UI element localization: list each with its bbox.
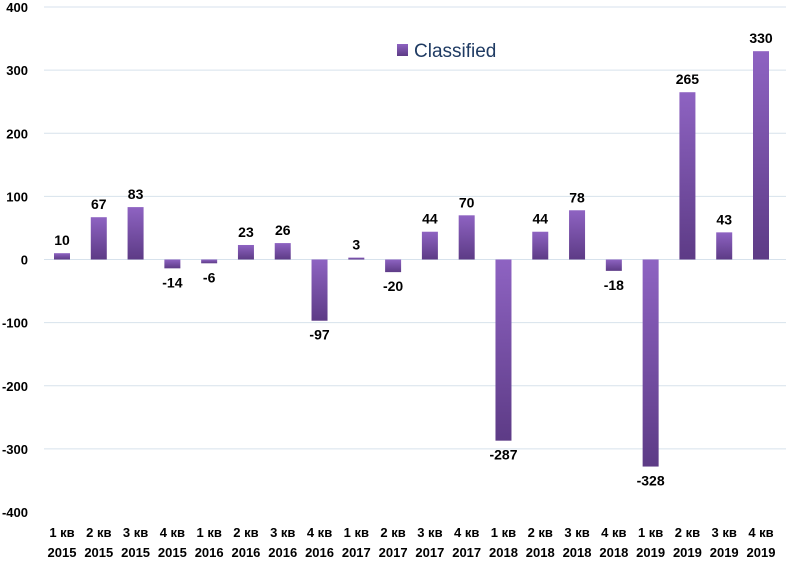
x-tick-label-year: 2019 <box>636 545 665 560</box>
data-label: 330 <box>749 30 773 46</box>
data-label: 265 <box>676 71 700 87</box>
bar <box>201 259 218 264</box>
x-tick-label-year: 2016 <box>231 545 260 560</box>
data-label: 44 <box>422 211 438 227</box>
x-tick-label-year: 2018 <box>526 545 555 560</box>
y-tick-label: -100 <box>2 316 28 331</box>
bar <box>237 244 254 260</box>
legend-label: Classified <box>414 41 496 62</box>
data-label: -97 <box>309 327 329 343</box>
x-tick-label-quarter: 3 кв <box>270 525 295 540</box>
x-tick-label-year: 2018 <box>599 545 628 560</box>
x-tick-label-year: 2016 <box>195 545 224 560</box>
x-tick-label-quarter: 3 кв <box>712 525 737 540</box>
y-tick-label: 200 <box>6 126 28 141</box>
bar <box>532 231 549 260</box>
x-tick-label-year: 2017 <box>415 545 444 560</box>
bar <box>495 259 512 441</box>
data-label: 83 <box>128 186 144 202</box>
bar <box>569 210 586 260</box>
x-tick-label-quarter: 3 кв <box>417 525 442 540</box>
y-tick-label: -300 <box>2 442 28 457</box>
x-tick-label-quarter: 4 кв <box>160 525 185 540</box>
bar <box>605 259 622 271</box>
bar <box>716 232 733 260</box>
x-tick-label-quarter: 1 кв <box>196 525 221 540</box>
bar <box>274 243 291 260</box>
x-tick-label-year: 2017 <box>342 545 371 560</box>
data-label: 78 <box>569 189 585 205</box>
data-label: 10 <box>54 232 70 248</box>
x-tick-label-quarter: 4 кв <box>601 525 626 540</box>
legend-swatch <box>397 44 408 56</box>
x-tick-label-year: 2017 <box>379 545 408 560</box>
data-label: -14 <box>162 274 182 290</box>
data-label: 70 <box>459 194 475 210</box>
bar <box>348 257 365 260</box>
x-tick-label-quarter: 2 кв <box>675 525 700 540</box>
data-label: 3 <box>352 237 360 253</box>
x-tick-label-quarter: 2 кв <box>86 525 111 540</box>
y-tick-label: 0 <box>21 253 28 268</box>
bars <box>54 51 769 467</box>
data-label: 23 <box>238 224 254 240</box>
x-tick-label-quarter: 2 кв <box>528 525 553 540</box>
x-tick-label-year: 2018 <box>563 545 592 560</box>
x-tick-label-quarter: 4 кв <box>748 525 773 540</box>
x-tick-label-quarter: 3 кв <box>564 525 589 540</box>
y-tick-label: -200 <box>2 379 28 394</box>
legend: Classified <box>397 41 496 62</box>
x-tick-label-quarter: 1 кв <box>638 525 663 540</box>
x-axis-labels: 1 кв 2015 2 кв 2015 3 кв 2015 4 кв 2015 1 кв 2016… <box>48 525 776 560</box>
x-tick-label-quarter: 2 кв <box>233 525 258 540</box>
x-tick-label-year: 2015 <box>84 545 113 560</box>
y-tick-label: 100 <box>6 189 28 204</box>
x-tick-label-quarter: 3 кв <box>123 525 148 540</box>
y-tick-label: -400 <box>2 505 28 520</box>
data-label: -328 <box>637 473 665 489</box>
bar <box>753 51 769 260</box>
y-tick-label: 400 <box>6 0 28 15</box>
x-tick-label-quarter: 1 кв <box>491 525 516 540</box>
bar <box>164 259 181 269</box>
x-tick-label-year: 2017 <box>452 545 481 560</box>
x-tick-label-quarter: 1 кв <box>344 525 369 540</box>
bar <box>385 259 402 273</box>
bar <box>642 259 659 467</box>
data-labels: 10 67 83 -14 -6 23 26 -97 3 -20 44 70 -287 44 78 -18 -32… <box>54 30 773 488</box>
data-label: 44 <box>532 211 548 227</box>
bar <box>54 253 70 260</box>
x-tick-label-year: 2015 <box>48 545 77 560</box>
x-tick-label-year: 2016 <box>305 545 334 560</box>
x-tick-label-quarter: 4 кв <box>307 525 332 540</box>
data-label: -18 <box>604 277 624 293</box>
gridlines <box>44 6 786 450</box>
x-tick-label-year: 2019 <box>710 545 739 560</box>
data-label: -287 <box>489 447 517 463</box>
data-label: -20 <box>383 278 403 294</box>
bar <box>679 92 696 260</box>
x-tick-label-year: 2016 <box>268 545 297 560</box>
y-tick-label: 300 <box>6 63 28 78</box>
data-label: -6 <box>203 269 216 285</box>
x-tick-label-year: 2015 <box>158 545 187 560</box>
data-label: 43 <box>716 211 732 227</box>
x-tick-label-year: 2019 <box>747 545 776 560</box>
bar <box>458 215 475 260</box>
bar <box>311 259 328 321</box>
data-label: 26 <box>275 222 291 238</box>
x-tick-label-year: 2015 <box>121 545 150 560</box>
data-label: 67 <box>91 196 107 212</box>
y-axis-ticks: 400 300 200 100 0 -100 -200 -300 -400 <box>2 0 28 520</box>
x-tick-label-quarter: 4 кв <box>454 525 479 540</box>
x-tick-label-year: 2018 <box>489 545 518 560</box>
bar <box>90 217 107 260</box>
x-tick-label-quarter: 1 кв <box>49 525 74 540</box>
bar <box>127 207 144 260</box>
bar <box>421 231 438 260</box>
x-tick-label-year: 2019 <box>673 545 702 560</box>
x-tick-label-quarter: 2 кв <box>380 525 405 540</box>
